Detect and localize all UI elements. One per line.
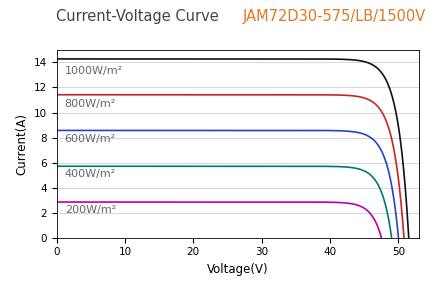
- Text: Current-Voltage Curve: Current-Voltage Curve: [56, 9, 219, 24]
- Y-axis label: Current(A): Current(A): [15, 113, 28, 175]
- X-axis label: Voltage(V): Voltage(V): [207, 263, 269, 276]
- Text: 200W/m²: 200W/m²: [65, 205, 116, 215]
- Text: 800W/m²: 800W/m²: [65, 100, 116, 109]
- Text: 1000W/m²: 1000W/m²: [65, 66, 123, 76]
- Text: JAM72D30-575/LB/1500V: JAM72D30-575/LB/1500V: [243, 9, 426, 24]
- Text: 600W/m²: 600W/m²: [65, 134, 116, 144]
- Text: 400W/m²: 400W/m²: [65, 169, 116, 179]
